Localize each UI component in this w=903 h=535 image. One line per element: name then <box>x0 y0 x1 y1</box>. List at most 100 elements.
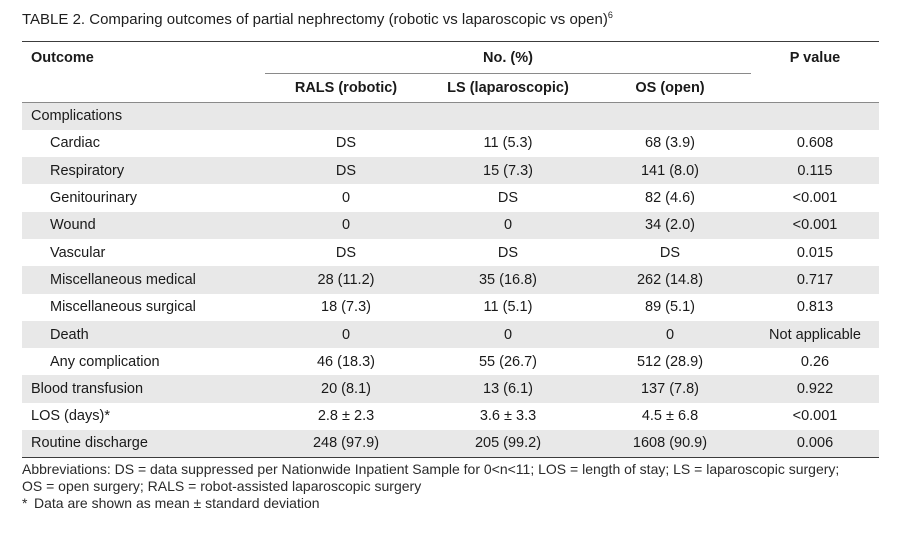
table-row: Cardiac DS 11 (5.3) 68 (3.9) 0.608 <box>22 130 879 157</box>
cell-p-value: <0.001 <box>792 190 838 207</box>
cell-p-value: 0.922 <box>796 381 834 398</box>
header-p-value: P value <box>751 41 879 74</box>
row-label: LOS (days)* <box>31 408 110 425</box>
cell-ls: DS <box>497 190 519 207</box>
header-ls: LS (laparoscopic) <box>447 80 569 96</box>
cell-rals: 20 (8.1) <box>321 381 371 398</box>
cell-rals: 2.8 ± 2.3 <box>317 408 375 425</box>
cell-p-value: 0.608 <box>796 135 834 152</box>
cell-ls: 55 (26.7) <box>478 353 538 370</box>
table-body: Complications Cardiac DS 11 (5.3) 68 (3.9) 0.… <box>22 102 879 458</box>
cell-p-value <box>751 103 879 130</box>
row-label: Cardiac <box>50 135 100 152</box>
caption-reference: 6 <box>607 10 613 20</box>
row-label: Death <box>50 326 89 343</box>
cell-ls: 11 (5.1) <box>483 299 533 316</box>
header-empty-cell <box>751 74 879 103</box>
cell-rals: DS <box>335 162 357 179</box>
table-row: Routine discharge 248 (97.9) 205 (99.2) 160… <box>22 430 879 458</box>
cell-ls: 13 (6.1) <box>483 381 533 398</box>
header-row-1: Outcome No. (%) P value <box>22 41 879 74</box>
table-row: Miscellaneous medical 28 (11.2) 35 (16.8) 2… <box>22 266 879 294</box>
row-label: Vascular <box>50 244 106 261</box>
row-label: Routine discharge <box>31 435 148 452</box>
cell-os: 89 (5.1) <box>645 299 695 316</box>
table-row: Complications <box>22 102 879 130</box>
header-empty-cell <box>22 74 265 103</box>
cell-ls: DS <box>497 244 519 261</box>
footnote: * Data are shown as mean ± standard devia… <box>22 495 892 512</box>
cell-ls: 35 (16.8) <box>478 271 538 288</box>
header-row-2: RALS (robotic) LS (laparoscopic) OS (ope… <box>22 74 879 103</box>
caption-text: TABLE 2. Comparing outcomes of partial n… <box>22 11 608 28</box>
cell-p-value: 0.813 <box>796 299 834 316</box>
footnote-mark: * <box>22 495 28 511</box>
cell-os: 0 <box>665 326 675 343</box>
cell-os: 68 (3.9) <box>645 135 695 152</box>
table-row: Genitourinary 0 DS 82 (4.6) <0.001 <box>22 184 879 211</box>
row-label: Blood transfusion <box>31 381 144 398</box>
cell-ls: 0 <box>503 326 513 343</box>
table-row: LOS (days)* 2.8 ± 2.3 3.6 ± 3.3 4.5 ± 6.8 <0… <box>22 403 879 430</box>
table-row: Blood transfusion 20 (8.1) 13 (6.1) 137 (7.… <box>22 375 879 403</box>
table-row: Wound 0 0 34 (2.0) <0.001 <box>22 211 879 239</box>
table-notes: Abbreviations: DS = data suppressed per … <box>22 461 892 512</box>
cell-ls: 11 (5.3) <box>483 135 533 152</box>
row-label: Miscellaneous surgical <box>50 299 196 316</box>
cell-ls <box>427 103 589 130</box>
cell-os: 137 (7.8) <box>640 381 700 398</box>
cell-rals: 248 (97.9) <box>312 435 380 452</box>
row-label: Miscellaneous medical <box>50 271 196 288</box>
cell-ls: 0 <box>503 217 513 234</box>
cell-ls: 3.6 ± 3.3 <box>479 408 537 425</box>
cell-rals: 46 (18.3) <box>316 353 376 370</box>
cell-ls: 15 (7.3) <box>483 162 533 179</box>
row-label: Any complication <box>50 353 160 370</box>
cell-rals: DS <box>335 244 357 261</box>
cell-p-value: Not applicable <box>769 326 861 343</box>
cell-os: 512 (28.9) <box>636 353 704 370</box>
table-row: Death 0 0 0 Not applicable <box>22 320 879 349</box>
abbreviations-line-1: Abbreviations: DS = data suppressed per … <box>22 461 840 477</box>
cell-p-value: <0.001 <box>792 408 838 425</box>
cell-os: 82 (4.6) <box>645 190 695 207</box>
outcomes-table: Outcome No. (%) P value RALS (robotic) L… <box>22 41 879 458</box>
cell-p-value: 0.115 <box>797 162 833 179</box>
table-row: Vascular DS DS DS 0.015 <box>22 239 879 266</box>
row-label: Wound <box>50 217 96 234</box>
cell-os: 4.5 ± 6.8 <box>641 408 699 425</box>
cell-p-value: <0.001 <box>792 217 838 234</box>
cell-os: DS <box>659 244 681 261</box>
cell-rals: 18 (7.3) <box>321 299 371 316</box>
cell-rals: 0 <box>341 190 351 207</box>
cell-p-value: 0.717 <box>796 271 834 288</box>
cell-ls: 205 (99.2) <box>474 435 542 452</box>
cell-os <box>589 103 751 130</box>
cell-os: 141 (8.0) <box>640 162 700 179</box>
cell-rals: 0 <box>341 326 351 343</box>
row-label: Respiratory <box>50 162 125 179</box>
header-group-no-pct: No. (%) <box>265 41 751 74</box>
cell-os: 1608 (90.9) <box>632 435 708 452</box>
cell-rals: 28 (11.2) <box>317 271 375 288</box>
table-row: Miscellaneous surgical 18 (7.3) 11 (5.1) 89… <box>22 294 879 321</box>
cell-os: 34 (2.0) <box>645 217 695 234</box>
outcomes-table-container: Outcome No. (%) P value RALS (robotic) L… <box>22 41 879 458</box>
row-label: Genitourinary <box>50 190 138 207</box>
header-os: OS (open) <box>635 80 705 96</box>
cell-p-value: 0.006 <box>796 435 834 452</box>
cell-rals: DS <box>335 135 357 152</box>
cell-p-value: 0.015 <box>796 244 834 261</box>
table-row: Any complication 46 (18.3) 55 (26.7) 512 (2… <box>22 348 879 375</box>
row-label: Complications <box>31 108 123 125</box>
cell-p-value: 0.26 <box>800 353 830 370</box>
footnote-text: Data are shown as mean ± standard deviat… <box>34 495 320 511</box>
table-caption: TABLE 2. Comparing outcomes of partial n… <box>22 10 613 28</box>
header-outcome: Outcome <box>22 41 265 74</box>
cell-rals: 0 <box>341 217 351 234</box>
table-header: Outcome No. (%) P value RALS (robotic) L… <box>22 41 879 103</box>
cell-rals <box>265 103 427 130</box>
header-rals: RALS (robotic) <box>294 80 398 96</box>
cell-os: 262 (14.8) <box>636 271 704 288</box>
abbreviations-line-2: OS = open surgery; RALS = robot-assisted… <box>22 478 422 494</box>
